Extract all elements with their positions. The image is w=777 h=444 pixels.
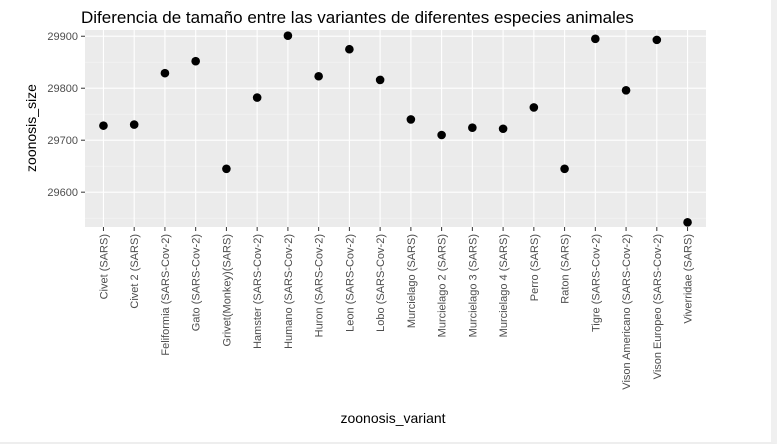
x-tick-label: Murcielago 2 (SARS) [437,234,449,337]
x-tick-label: Civet (SARS) [98,234,110,299]
data-point [406,115,416,124]
data-point [191,56,200,66]
x-tick-label: Murcielago (SARS) [406,234,418,328]
grid-lines [85,30,706,227]
x-tick-label: Feliformia (SARS-Cov-2) [160,234,172,356]
data-point [498,124,508,134]
y-tick-label: 29700 [47,135,78,147]
data-point [345,44,354,54]
x-tick-label: Perro (SARS) [529,234,541,301]
y-tick-label: 29800 [47,83,78,95]
data-point [621,85,631,95]
x-tick-label: Vison Americano (SARS-Cov-2) [621,234,633,390]
plot-panel [85,30,706,227]
x-axis-title: zoonosis_variant [340,410,445,426]
x-tick-label: Vison Europeo (SARS-Cov-2) [652,234,664,379]
data-point [560,164,569,174]
x-tick-label: Raton (SARS) [560,234,572,304]
x-tick-label: Tigre (SARS-Cov-2) [590,234,602,332]
data-point [283,31,293,41]
x-tick-label: Gato (SARS-Cov-2) [191,234,203,331]
data-point [99,121,108,130]
x-tick-label: Humano (SARS-Cov-2) [283,234,295,349]
data-point [252,93,262,102]
data-point [222,164,231,174]
data-point [529,103,539,112]
data-point [591,34,600,44]
data-point [437,130,446,140]
chart-title: Diferencia de tamaño entre las variantes… [81,8,634,27]
x-tick-label: Grivet(Monkey)(SARS) [221,234,233,346]
x-tick-label: Huron (SARS-Cov-2) [314,234,326,337]
data-point [375,75,385,85]
x-tick-label: Lobo (SARS-Cov-2) [375,234,387,332]
x-axis-ticks: Civet (SARS) Civet 2 (SARS) Feliformia (SA… [98,227,695,390]
data-point [468,123,477,133]
x-tick-label: Viverridae (SARS) [683,234,695,324]
data-point [683,218,692,227]
x-tick-label: Civet 2 (SARS) [129,234,141,309]
y-axis-ticks: 29600 29700 29800 29900 [47,31,85,199]
x-tick-label: Leon (SARS-Cov-2) [344,234,356,332]
x-tick-label: Hamster (SARS-Cov-2) [252,234,264,349]
data-point [652,35,662,45]
data-point [160,68,170,78]
y-axis-title: zoonosis_size [23,84,39,172]
x-tick-label: Murcielago 4 (SARS) [498,234,510,337]
x-tick-label: Murcielago 3 (SARS) [467,234,479,337]
y-tick-label: 29600 [47,187,78,199]
y-tick-label: 29900 [47,31,78,43]
data-points [99,31,692,227]
data-point [314,71,323,81]
data-point [129,120,139,129]
